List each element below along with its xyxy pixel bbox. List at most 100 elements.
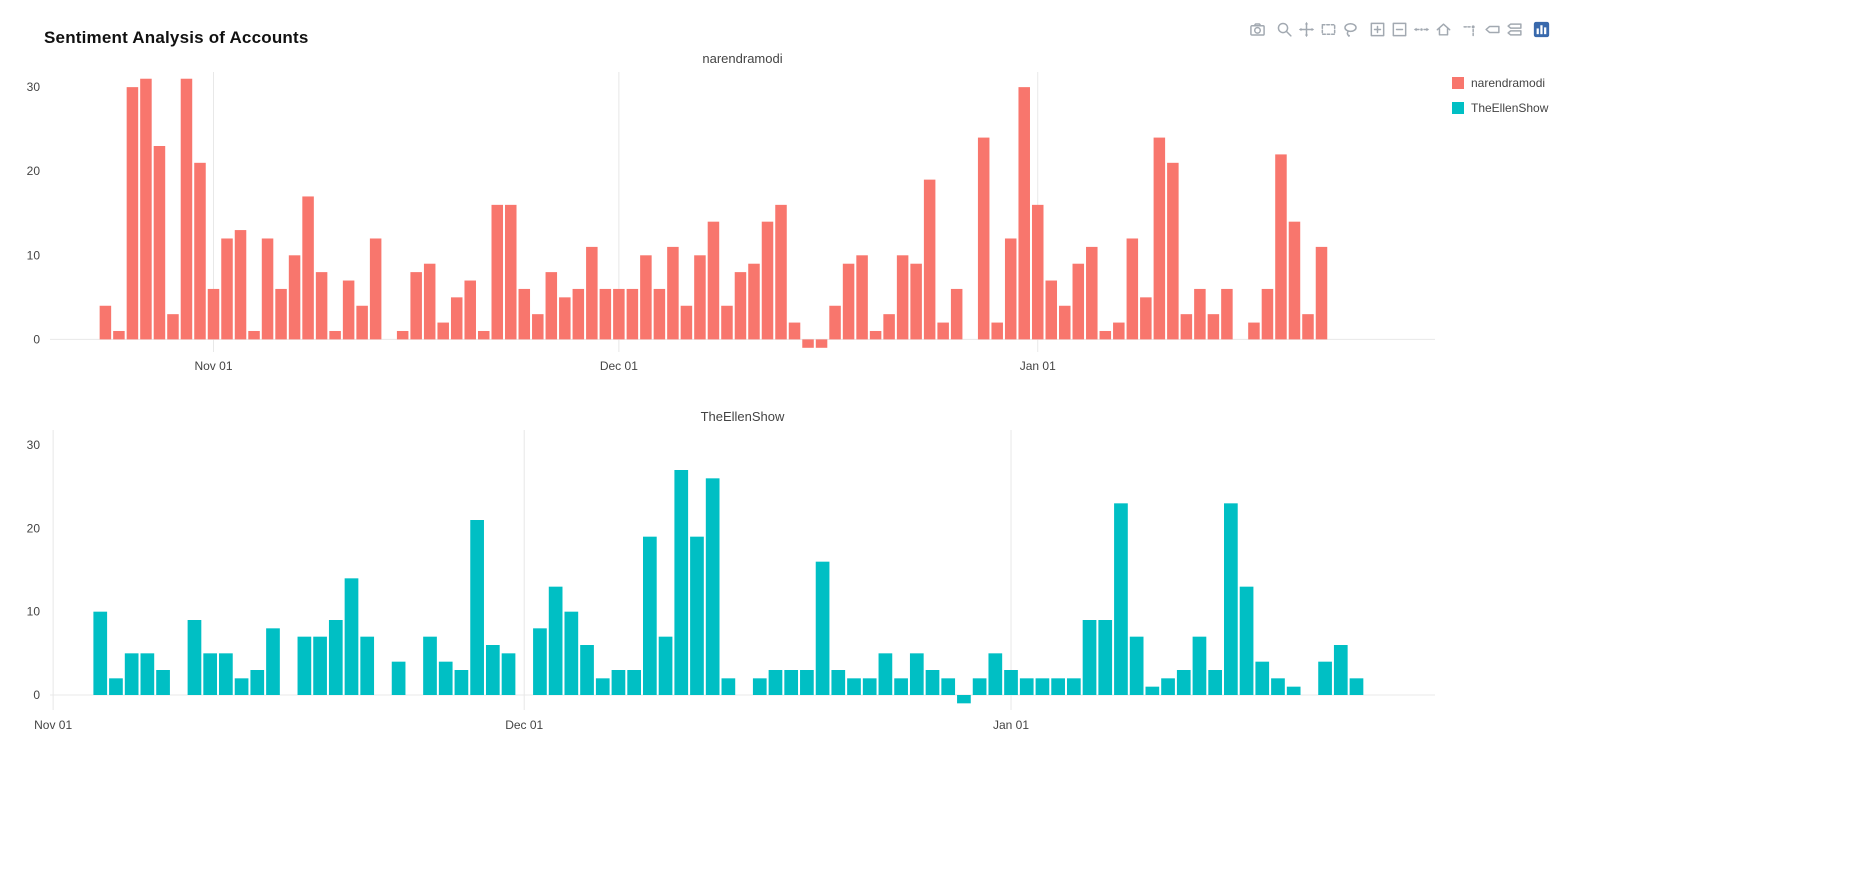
bar[interactable] (680, 305, 693, 340)
bar[interactable] (721, 678, 736, 695)
bar[interactable] (1192, 636, 1207, 695)
bar[interactable] (1129, 636, 1144, 695)
bar[interactable] (690, 536, 704, 695)
bar[interactable] (734, 272, 747, 340)
bar[interactable] (1031, 204, 1044, 340)
bar[interactable] (788, 322, 801, 340)
bar[interactable] (250, 670, 265, 695)
bar[interactable] (1140, 297, 1152, 340)
bar[interactable] (501, 653, 516, 695)
bar[interactable] (626, 288, 639, 340)
bar[interactable] (721, 305, 733, 340)
bar[interactable] (187, 620, 202, 695)
bar[interactable] (1315, 246, 1328, 340)
bar[interactable] (140, 78, 152, 340)
bar[interactable] (1208, 670, 1223, 695)
bar[interactable] (288, 255, 301, 340)
bar[interactable] (329, 330, 341, 340)
bar[interactable] (1145, 686, 1160, 695)
bar[interactable] (518, 288, 531, 340)
bar[interactable] (1261, 288, 1274, 340)
bar[interactable] (802, 339, 814, 348)
bar[interactable] (167, 314, 179, 340)
bar[interactable] (360, 636, 375, 695)
bar[interactable] (1349, 678, 1364, 695)
bar[interactable] (1114, 503, 1128, 695)
bar[interactable] (1153, 137, 1166, 340)
bar[interactable] (1271, 678, 1285, 695)
bar[interactable] (438, 661, 453, 695)
hover-closest-icon[interactable] (1484, 21, 1501, 38)
bar[interactable] (923, 179, 936, 340)
plotly-logo-icon[interactable] (1533, 21, 1550, 38)
bar[interactable] (1224, 503, 1238, 695)
bar[interactable] (950, 288, 963, 340)
bar[interactable] (1176, 670, 1191, 695)
bar[interactable] (707, 221, 720, 340)
bar[interactable] (1113, 322, 1125, 340)
bar[interactable] (595, 678, 610, 695)
bar[interactable] (113, 330, 125, 340)
bar[interactable] (1194, 288, 1206, 340)
bar[interactable] (925, 670, 940, 695)
bar[interactable] (410, 272, 422, 340)
bar[interactable] (344, 578, 359, 695)
bar[interactable] (261, 238, 274, 340)
reset-axes-icon[interactable] (1435, 21, 1452, 38)
bar[interactable] (1098, 620, 1113, 695)
bar[interactable] (234, 678, 249, 695)
zoom-out-icon[interactable] (1391, 21, 1408, 38)
bar[interactable] (203, 653, 218, 695)
bar[interactable] (847, 678, 861, 695)
bar[interactable] (705, 478, 720, 695)
bar[interactable] (972, 678, 987, 695)
bar[interactable] (1167, 162, 1179, 340)
camera-icon[interactable] (1249, 21, 1266, 38)
bar[interactable] (640, 255, 652, 340)
bar[interactable] (477, 330, 490, 340)
autoscale-icon[interactable] (1413, 21, 1430, 38)
zoom-in-icon[interactable] (1369, 21, 1386, 38)
legend-item-narendramodi[interactable]: narendramodi (1452, 70, 1548, 95)
bar[interactable] (313, 636, 327, 695)
bar[interactable] (1286, 686, 1301, 695)
bar[interactable] (957, 695, 971, 704)
bar[interactable] (988, 653, 1003, 695)
bar[interactable] (862, 678, 877, 695)
bar[interactable] (1161, 678, 1175, 695)
bar[interactable] (156, 670, 170, 695)
bar[interactable] (532, 314, 544, 340)
bar[interactable] (207, 288, 220, 340)
bar[interactable] (883, 314, 895, 340)
bar[interactable] (1275, 154, 1287, 340)
bar[interactable] (99, 305, 112, 340)
bar[interactable] (153, 145, 166, 340)
bar[interactable] (829, 305, 841, 340)
bar[interactable] (126, 87, 139, 340)
bar[interactable] (124, 653, 139, 695)
bar[interactable] (1288, 221, 1301, 340)
bar[interactable] (564, 611, 579, 695)
bar[interactable] (248, 330, 260, 340)
bar[interactable] (194, 162, 206, 340)
bar[interactable] (548, 586, 563, 695)
bar[interactable] (1004, 238, 1017, 340)
bar[interactable] (613, 288, 625, 340)
bar[interactable] (140, 653, 155, 695)
bar[interactable] (878, 653, 893, 695)
hover-compare-icon[interactable] (1506, 21, 1523, 38)
bar[interactable] (1255, 661, 1270, 695)
legend-item-theellenshow[interactable]: TheEllenShow (1452, 95, 1548, 120)
bar[interactable] (491, 204, 504, 340)
bar[interactable] (109, 678, 123, 695)
bar[interactable] (1126, 238, 1139, 340)
bar[interactable] (611, 670, 626, 695)
bar[interactable] (894, 678, 908, 695)
bar[interactable] (909, 653, 924, 695)
bar[interactable] (599, 288, 612, 340)
bar[interactable] (1099, 330, 1112, 340)
bar[interactable] (1221, 288, 1233, 340)
toggle-spikelines-icon[interactable] (1462, 21, 1479, 38)
bar[interactable] (572, 288, 585, 340)
bar[interactable] (752, 678, 767, 695)
